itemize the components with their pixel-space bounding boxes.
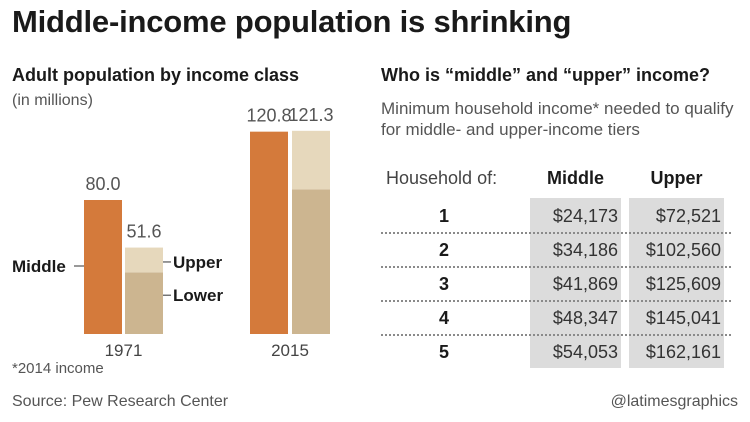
household-size: 5 [438,342,449,362]
table-row: 2 $34,186 $102,560 [381,233,731,267]
middle-bar [84,200,122,334]
chart-units: (in millions) [12,92,93,109]
middle-income-value: $54,053 [552,342,618,362]
upper-column-shade [629,198,724,368]
upper-bar-segment [292,130,330,190]
upper-income-value: $72,521 [655,206,721,226]
chart-subtitle: Adult population by income class [12,65,300,85]
year-label: 1971 [105,341,143,360]
middle-income-value: $34,186 [552,240,618,260]
lower-bar-segment [292,189,330,334]
household-size: 1 [438,206,449,226]
credit-handle: @latimesgraphics [610,393,738,410]
year-label: 2015 [271,341,309,360]
table-row: 3 $41,869 $125,609 [381,267,731,301]
table-subtitle: Who is “middle” and “upper” income? [381,65,711,85]
column-header-upper: Upper [650,168,703,188]
stack-total-label: 121.3 [288,105,333,125]
middle-value-label: 80.0 [85,174,120,194]
household-size: 3 [438,274,449,294]
table-row: 1 $24,173 $72,521 [381,199,731,233]
source-note: Source: Pew Research Center [12,393,229,410]
upper-income-value: $162,161 [645,342,721,362]
row-divider [381,232,731,234]
middle-bar [250,131,288,334]
row-divider [381,300,731,302]
legend-upper: Upper [173,253,223,272]
page-title: Middle-income population is shrinking [12,4,572,39]
upper-income-value: $125,609 [645,274,721,294]
middle-column-shade [530,198,621,368]
table-description: Minimum household income* needed to qual… [381,99,734,139]
lower-bar-segment [125,272,163,334]
income-threshold-table: Household of: Middle Upper 1 $24,173 $72… [381,162,741,372]
table-row: 5 $54,053 $162,161 [381,335,731,369]
stack-total-label: 51.6 [126,222,161,242]
middle-income-value: $41,869 [552,274,618,294]
row-divider [381,266,731,268]
column-header-middle: Middle [547,168,604,188]
household-size: 4 [438,308,449,328]
footnote: *2014 income [12,360,104,377]
column-header-household: Household of: [386,168,498,188]
upper-bar-segment [125,247,163,273]
middle-income-value: $24,173 [552,206,618,226]
middle-value-label: 120.8 [246,106,291,126]
legend-middle: Middle [12,257,66,276]
table-row: 4 $48,347 $145,041 [381,301,731,335]
legend-lower: Lower [173,286,223,305]
row-divider [381,334,731,336]
household-size: 2 [438,240,449,260]
upper-income-value: $145,041 [645,308,721,328]
upper-income-value: $102,560 [645,240,721,260]
middle-income-value: $48,347 [552,308,618,328]
